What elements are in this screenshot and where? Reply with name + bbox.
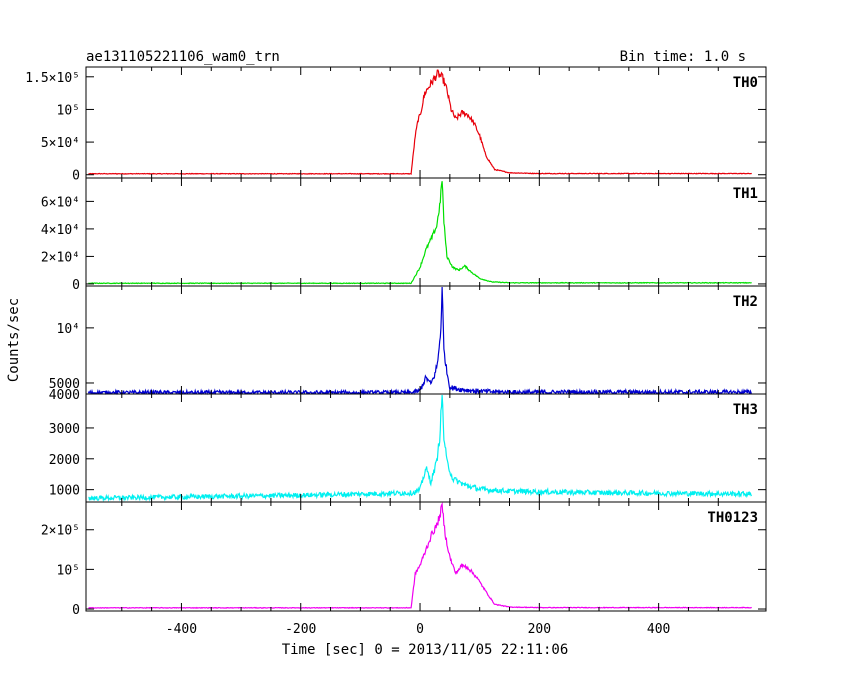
panel-name: TH0123 bbox=[707, 510, 758, 526]
y-tick-label: 6×10⁴ bbox=[41, 195, 80, 210]
chart-title-left: ae131105221106_wam0_trn bbox=[86, 49, 280, 65]
y-tick-label: 4000 bbox=[49, 388, 80, 403]
y-tick-label: 2×10⁴ bbox=[41, 250, 80, 265]
y-axis-label: Counts/sec bbox=[6, 298, 22, 382]
series-line-th3 bbox=[88, 394, 753, 503]
panel-th1: TH1 0 2×10⁴ 4×10⁴ 6×10⁴ bbox=[41, 177, 767, 293]
x-tick-label: 400 bbox=[647, 622, 670, 637]
y-tick-label: 4×10⁴ bbox=[41, 223, 80, 238]
y-tick-label: 2×10⁵ bbox=[41, 524, 80, 539]
y-tick-label: 1000 bbox=[49, 484, 80, 499]
y-tick-label: 5000 bbox=[49, 377, 80, 392]
y-tick-label: 0 bbox=[72, 278, 80, 293]
x-tick-label: -400 bbox=[166, 622, 197, 637]
y-tick-label: 10⁴ bbox=[57, 322, 80, 337]
panel-name: TH1 bbox=[733, 186, 758, 202]
y-tick-label: 2000 bbox=[49, 453, 80, 468]
y-tick-label: 10⁵ bbox=[57, 103, 80, 118]
chart-title-right: Bin time: 1.0 s bbox=[620, 49, 746, 65]
panel-th0: TH0 0 5×10⁴ 10⁵ 1.5×10⁵ bbox=[25, 66, 767, 184]
y-tick-label: 5×10⁴ bbox=[41, 136, 80, 151]
panel-name: TH0 bbox=[733, 75, 758, 91]
panel-frame bbox=[85, 177, 767, 287]
x-axis-label: Time [sec] 0 = 2013/11/05 22:11:06 bbox=[282, 642, 569, 658]
panel-frame bbox=[85, 393, 767, 503]
panel-name: TH2 bbox=[733, 294, 758, 310]
y-tick-label: 0 bbox=[72, 169, 80, 184]
panel-frame bbox=[85, 66, 767, 179]
series-line-th2 bbox=[87, 286, 752, 396]
x-tick-label: -200 bbox=[285, 622, 316, 637]
x-tick-label: 200 bbox=[528, 622, 551, 637]
x-tick-label: 0 bbox=[416, 622, 424, 637]
panel-th0123: TH0123 0 10⁵ 2×10⁵ bbox=[41, 501, 767, 618]
y-tick-label: 1.5×10⁵ bbox=[25, 71, 80, 86]
series-line-th1 bbox=[88, 181, 752, 285]
series-line-th0 bbox=[88, 69, 752, 176]
y-tick-label: 3000 bbox=[49, 422, 80, 437]
panels-group: TH005×10⁴10⁵1.5×10⁵TH102×10⁴4×10⁴6×10⁴TH… bbox=[25, 66, 767, 637]
panel-name: TH3 bbox=[733, 402, 758, 418]
panel-frame bbox=[85, 501, 767, 612]
series-line-th0123 bbox=[88, 502, 752, 609]
y-tick-label: 0 bbox=[72, 603, 80, 618]
y-tick-label: 10⁵ bbox=[57, 563, 80, 578]
panel-th3: TH3 1000 2000 3000 bbox=[49, 393, 767, 503]
